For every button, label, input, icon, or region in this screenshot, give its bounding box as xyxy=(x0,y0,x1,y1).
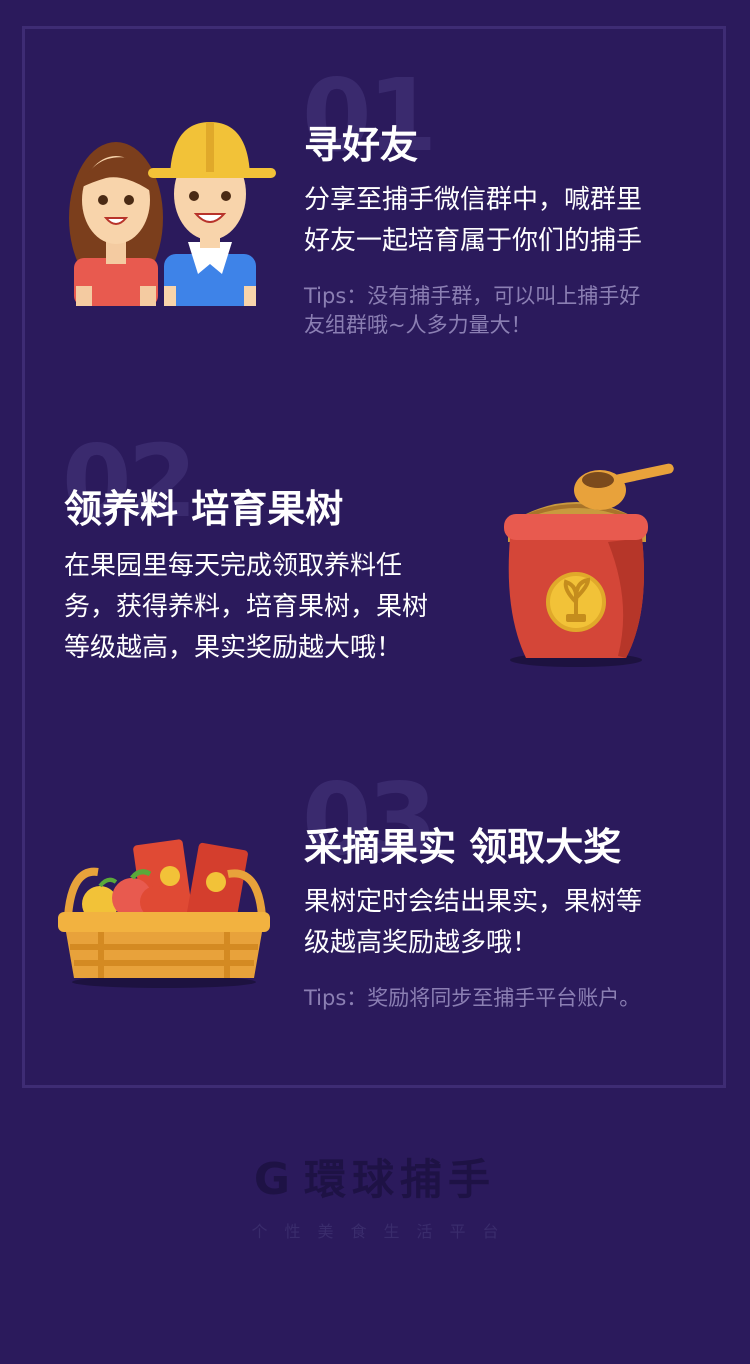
tips-line: Tips：奖励将同步至捕手平台账户。 xyxy=(304,986,641,1010)
step-tips: Tips：奖励将同步至捕手平台账户。 xyxy=(304,984,704,1013)
description-line: 好友一起培育属于你们的捕手 xyxy=(304,226,643,256)
step-description: 果树定时会结出果实，果树等 级越高奖励越多哦！ xyxy=(304,882,704,964)
step-title: 寻好友 xyxy=(304,123,419,167)
brand-logo-icon: G xyxy=(253,1154,291,1205)
brand-name: 環球捕手 xyxy=(304,1155,497,1204)
friends-illustration xyxy=(69,122,276,306)
step-tips: Tips：没有捕手群，可以叫上捕手好 友组群哦~人多力量大！ xyxy=(304,282,704,340)
step-title: 领养料 培育果树 xyxy=(64,487,344,531)
description-line: 务，获得养料，培育果树，果树 xyxy=(64,592,429,622)
fruit-basket-illustration xyxy=(58,839,270,988)
description-line: 分享至捕手微信群中，喊群里 xyxy=(304,185,643,215)
tips-line: Tips：没有捕手群，可以叫上捕手好 xyxy=(304,284,641,308)
content-frame xyxy=(22,26,726,1088)
footer-brand: G 環球捕手 个性美食生活平台 xyxy=(0,1158,750,1242)
description-line: 级越高奖励越多哦！ xyxy=(304,928,539,958)
description-line: 果树定时会结出果实，果树等 xyxy=(304,887,643,917)
step-description: 分享至捕手微信群中，喊群里 好友一起培育属于你们的捕手 xyxy=(304,180,704,262)
step-number: 02 xyxy=(62,423,197,540)
brand-slogan: 个性美食生活平台 xyxy=(251,1222,516,1241)
description-line: 在果园里每天完成领取养料任 xyxy=(64,551,403,581)
step-title: 采摘果实 领取大奖 xyxy=(304,825,622,869)
step-number: 03 xyxy=(302,761,437,878)
tips-line: 友组群哦~人多力量大！ xyxy=(304,313,532,337)
description-line: 等级越高，果实奖励越大哦！ xyxy=(64,633,403,663)
fertilizer-sack-illustration xyxy=(504,463,674,667)
step-description: 在果园里每天完成领取养料任 务，获得养料，培育果树，果树 等级越高，果实奖励越大… xyxy=(64,546,464,669)
step-number: 01 xyxy=(302,57,437,174)
